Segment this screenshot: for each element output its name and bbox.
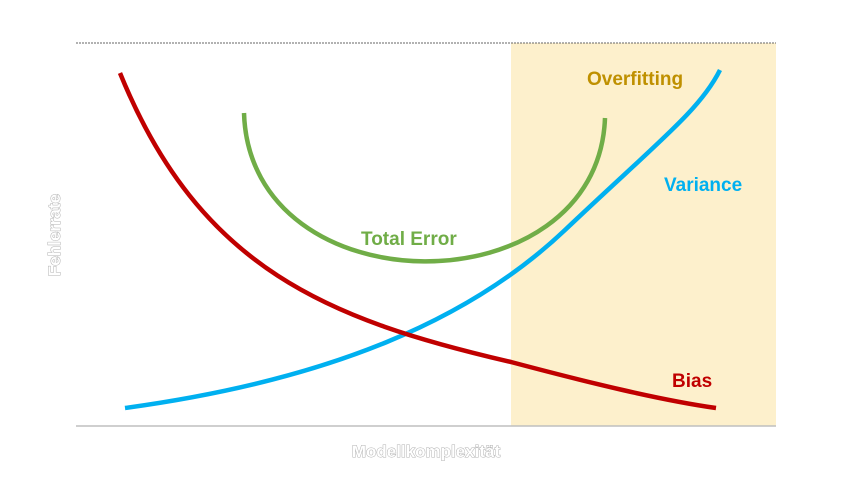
overfitting-label: Overfitting xyxy=(587,69,683,90)
variance-label: Variance xyxy=(664,175,742,196)
bias-curve xyxy=(117,72,717,411)
y-axis-label: Fehlerrate xyxy=(45,194,64,276)
x-axis-label: Modellkomplexität xyxy=(352,442,501,461)
total-error-label: Total Error xyxy=(361,229,457,250)
variance-curve xyxy=(124,68,723,411)
total-error-curve xyxy=(241,112,608,264)
overfitting-region xyxy=(511,43,776,426)
bias-label: Bias xyxy=(672,371,712,392)
